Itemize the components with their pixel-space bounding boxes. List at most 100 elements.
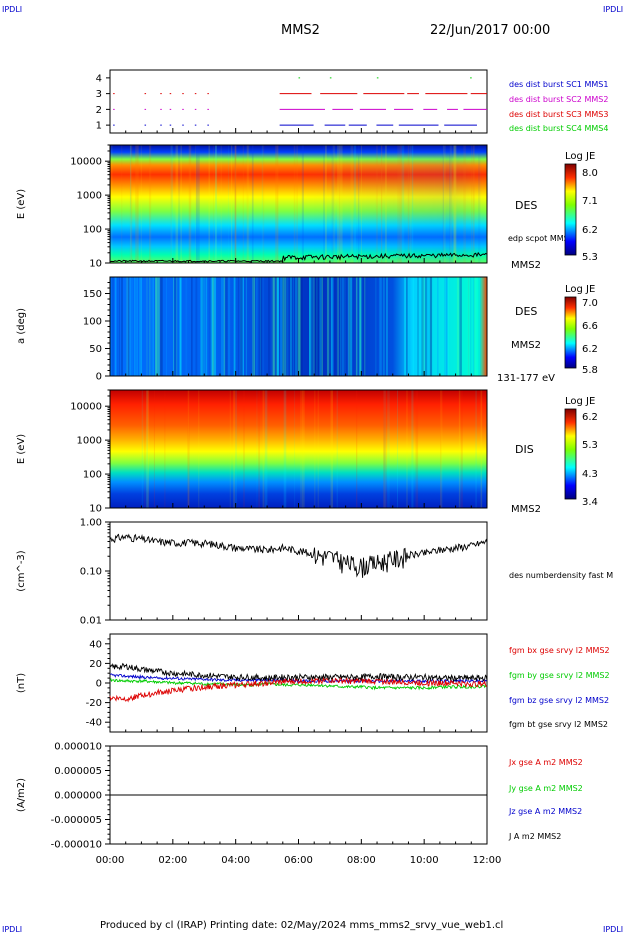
dis-energy-cb-tick: 3.4 xyxy=(582,497,598,508)
density-tick-label: 0.01 xyxy=(80,616,102,627)
des-pitch-streak xyxy=(240,277,243,376)
dis-energy-spectrogram xyxy=(110,390,487,508)
des-pitch-streak xyxy=(214,277,217,376)
panel-burst: 1 2 3 4 des dist burst SC1 MMS1 des dist bu… xyxy=(96,69,608,134)
des-pitch-streak xyxy=(294,277,297,376)
des-pitch-streak xyxy=(157,277,160,376)
des-pitch-streak xyxy=(259,277,263,376)
panel-density: 1.00 0.10 0.01 (cm^-3) des numberdensity f… xyxy=(16,518,613,627)
des-energy-ylabel: E (eV) xyxy=(16,189,27,219)
dis-energy-streak xyxy=(233,390,235,508)
des-pitch-streak xyxy=(201,277,204,376)
des-pitch-streak xyxy=(225,277,228,376)
des-energy-cb-tick: 7.1 xyxy=(582,196,598,207)
des-energy-shade xyxy=(110,145,487,263)
des-energy-cb-tick: 8.0 xyxy=(582,168,598,179)
des-pitch-streak xyxy=(227,277,231,376)
bfield-tick-label: -40 xyxy=(86,718,102,729)
scpot-legend: edp scpot MMS2 xyxy=(508,234,574,243)
des-pitch-spectrogram xyxy=(110,277,487,376)
des-pitch-streak xyxy=(160,277,162,376)
panel-bfield: -40 -20 0 20 40 (nT) fgm bx gse srvy l2 MMS2… xyxy=(16,633,610,733)
dis-energy-streak xyxy=(406,390,408,508)
bfield-series xyxy=(109,662,488,703)
des-pitch-cb-tick: 5.8 xyxy=(582,365,598,376)
des-pitch-streak xyxy=(240,277,243,376)
time-tick-label: 10:00 xyxy=(410,855,439,866)
des-pitch-streak xyxy=(252,277,256,376)
date-title: 22/Jun/2017 00:00 xyxy=(430,23,550,38)
des-pitch-streak xyxy=(357,277,359,376)
des-pitch-streak xyxy=(203,277,206,376)
des-pitch-streak xyxy=(479,277,480,376)
des-pitch-streak xyxy=(277,277,279,376)
legend-bx: fgm bx gse srvy l2 MMS2 xyxy=(509,646,610,655)
legend-burst-sc3: des dist burst SC3 MMS3 xyxy=(509,110,608,119)
dis-energy-streak xyxy=(475,390,477,508)
dis-energy-streak xyxy=(384,390,387,508)
des-pitch-streak xyxy=(378,277,382,376)
des-energy-tick-label: 10 xyxy=(89,259,102,270)
des-pitch-streak xyxy=(279,277,283,376)
burst-tick-label: 3 xyxy=(96,89,102,100)
des-pitch-streak xyxy=(345,277,347,376)
des-pitch-streak xyxy=(282,277,286,376)
footer-credit: Produced by cl (IRAP) Printing date: 02/… xyxy=(100,920,503,931)
des-pitch-streak xyxy=(312,277,314,376)
time-tick-label: 04:00 xyxy=(221,855,250,866)
dis-energy-streak xyxy=(197,390,200,508)
dis-energy-cb-tick: 6.2 xyxy=(582,412,598,423)
density-series-line xyxy=(109,533,488,578)
des-pitch-streak xyxy=(309,277,312,376)
legend-j: J A m2 MMS2 xyxy=(508,832,561,841)
des-pitch-streak xyxy=(380,277,383,376)
des-pitch-streak xyxy=(150,277,153,376)
des-pitch-streak xyxy=(341,277,344,376)
des-pitch-streak xyxy=(375,277,377,376)
des-pitch-streak xyxy=(326,277,330,376)
des-pitch-streak xyxy=(173,277,175,376)
des-pitch-streak xyxy=(472,277,475,376)
des-pitch-streak xyxy=(330,277,333,376)
current-tick-label: 0.000010 xyxy=(54,742,102,753)
des-pitch-streak xyxy=(406,277,408,376)
des-pitch-streak xyxy=(200,277,204,376)
des-pitch-streak xyxy=(146,277,148,376)
des-pitch-streak xyxy=(358,277,360,376)
des-pitch-streak xyxy=(282,277,285,376)
dis-energy-streak xyxy=(141,390,144,508)
des-pitch-streak xyxy=(275,277,277,376)
dis-energy-streak xyxy=(229,390,231,508)
dis-energy-colorbar xyxy=(564,408,577,500)
time-axis: 00:00 02:00 04:00 06:00 08:00 10:00 12:00 xyxy=(96,128,501,866)
legend-jy: Jy gse A m2 MMS2 xyxy=(508,784,583,793)
legend-burst-sc4: des dist burst SC4 MMS4 xyxy=(509,124,608,133)
des-pitch-streak xyxy=(152,277,154,376)
des-pitch-streak xyxy=(176,277,178,376)
des-energy-sc-label: MMS2 xyxy=(511,260,541,271)
des-pitch-ylabel: a (deg) xyxy=(16,308,27,344)
dis-energy-streak xyxy=(314,390,316,508)
dis-energy-cb-tick: 5.3 xyxy=(582,440,598,451)
des-pitch-streak xyxy=(126,277,129,376)
des-pitch-streak xyxy=(474,277,478,376)
legend-bz: fgm bz gse srvy l2 MMS2 xyxy=(509,696,609,705)
des-pitch-streak xyxy=(337,277,339,376)
burst-axis: 1 2 3 4 xyxy=(96,73,110,132)
panel-current: 0.000010 0.000005 0.000000 -0.000005 -0.0000… xyxy=(16,742,583,851)
des-pitch-streak xyxy=(233,277,236,376)
dis-energy-streak xyxy=(383,390,386,508)
des-pitch-streak xyxy=(312,277,315,376)
des-pitch-streak xyxy=(348,277,350,376)
des-pitch-streak xyxy=(359,277,362,376)
des-pitch-streak xyxy=(121,277,123,376)
des-pitch-streak xyxy=(155,277,158,376)
des-pitch-streak xyxy=(290,277,292,376)
dis-energy-streak xyxy=(383,390,386,508)
dis-energy-streak xyxy=(164,390,166,508)
dis-energy-streak xyxy=(415,390,419,508)
des-pitch-streak xyxy=(115,277,117,376)
des-pitch-streak xyxy=(268,277,270,376)
dis-energy-streak xyxy=(153,390,155,508)
des-energy-tick-label: 100 xyxy=(83,225,102,236)
